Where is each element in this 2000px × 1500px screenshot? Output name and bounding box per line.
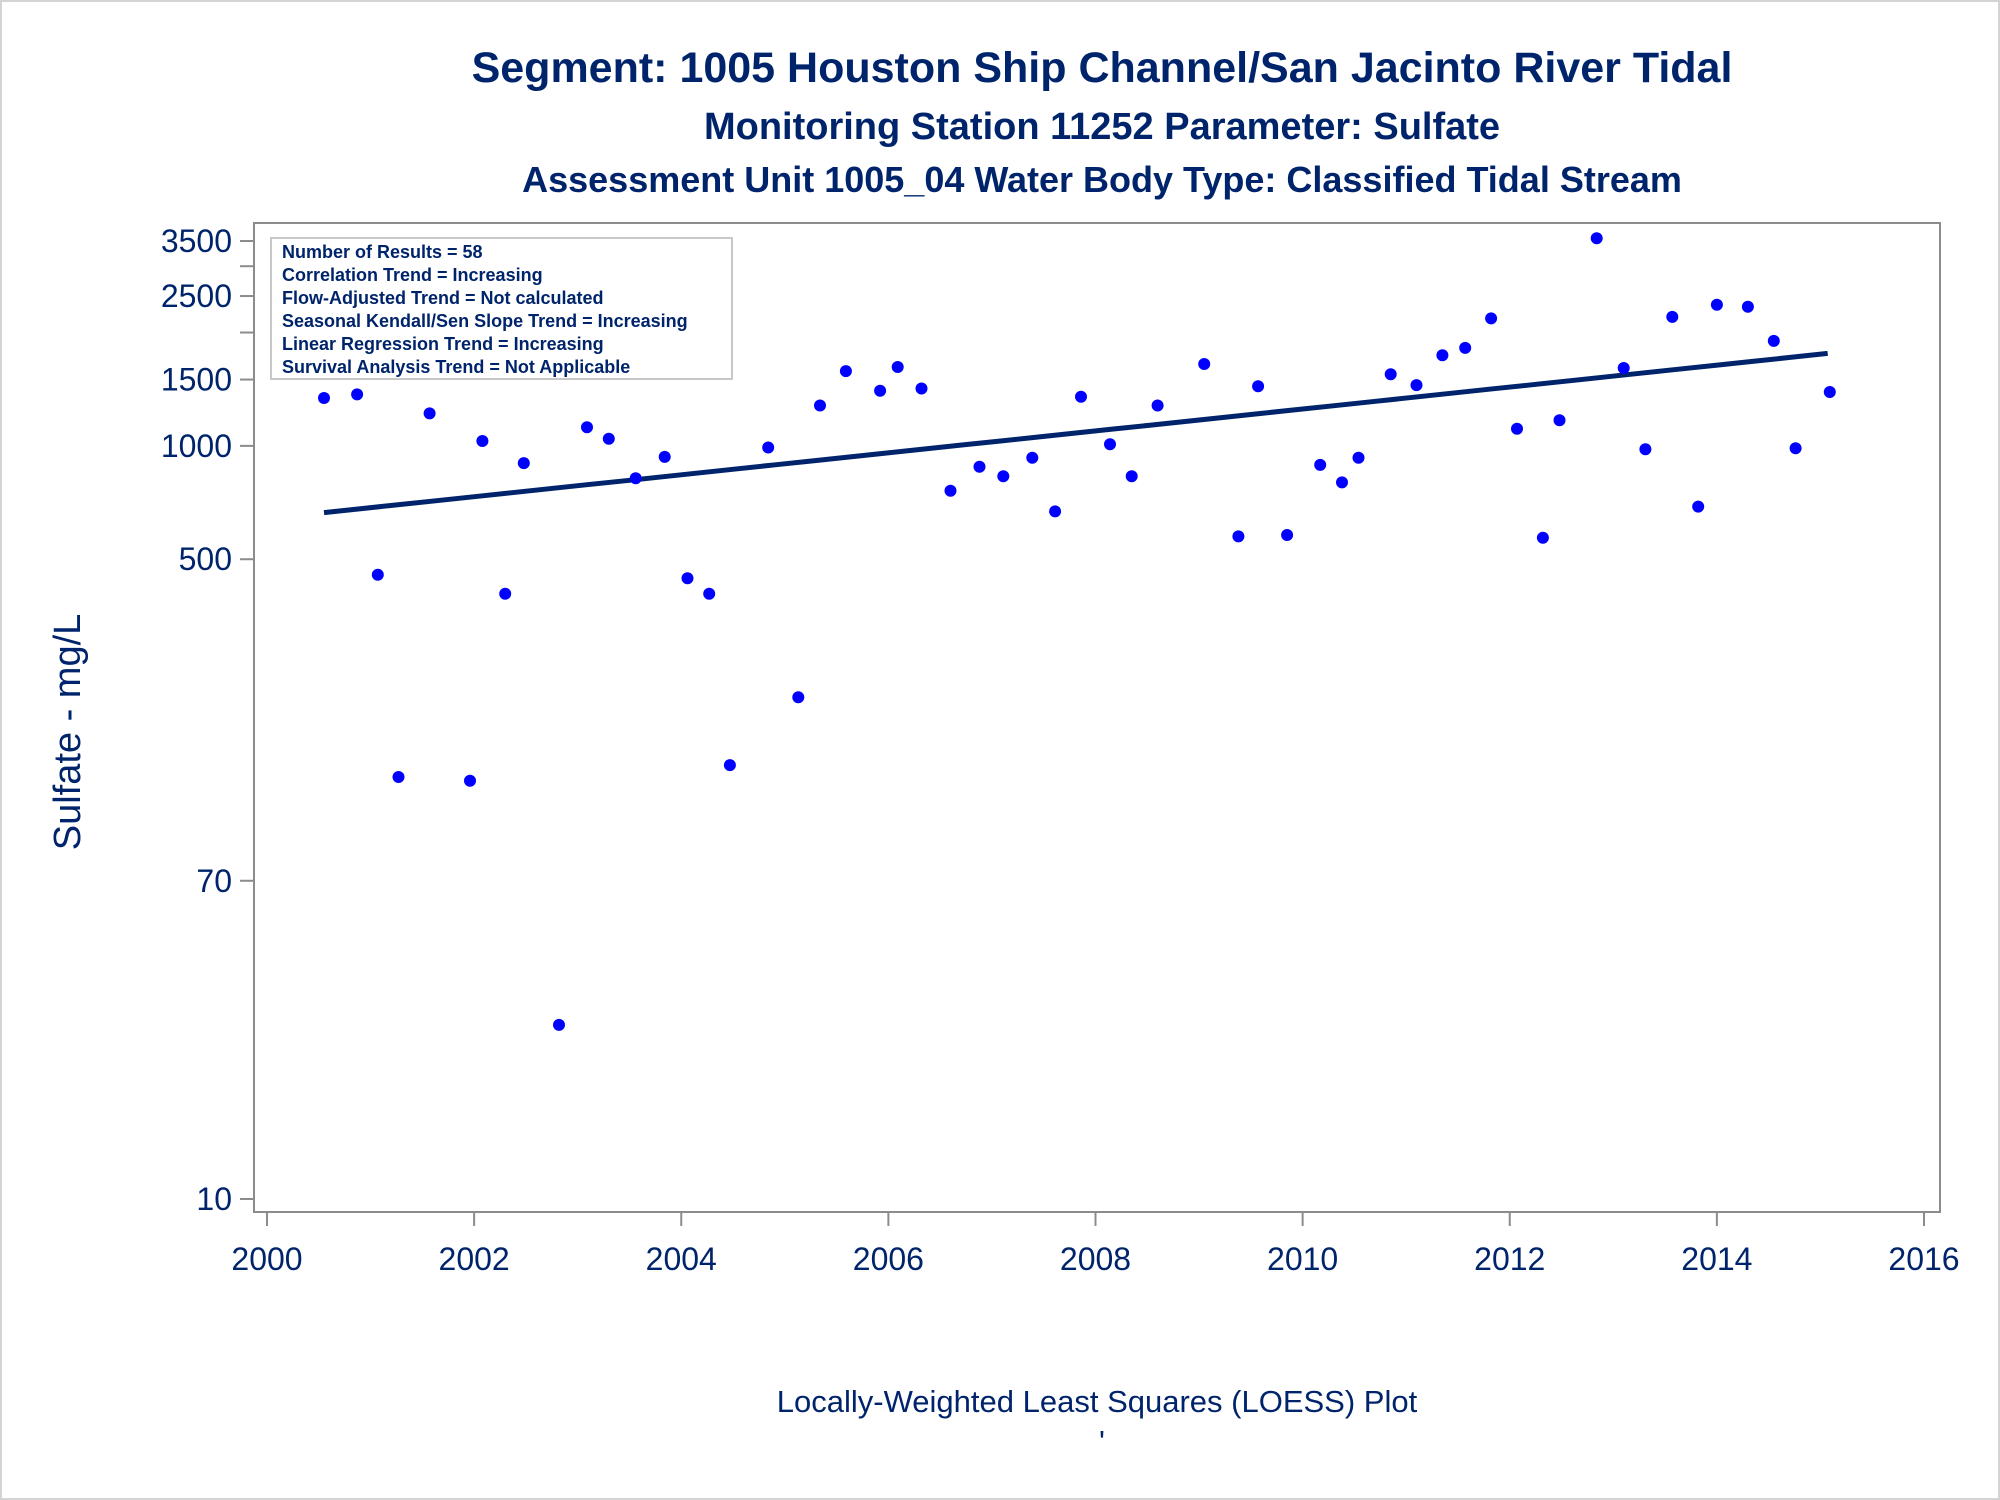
data-point — [1536, 531, 1549, 544]
data-point — [553, 1018, 565, 1031]
data-point — [681, 572, 694, 585]
x-tick-label: 2016 — [1888, 1241, 1959, 1277]
y-tick-label: 3500 — [161, 223, 232, 259]
chart-subtitle: Monitoring Station 11252 Parameter: Sulf… — [704, 106, 1500, 148]
data-point — [874, 384, 887, 397]
data-point — [1352, 451, 1365, 464]
x-tick-label: 2008 — [1060, 1241, 1131, 1277]
x-tick-label: 2006 — [853, 1241, 924, 1277]
data-point — [973, 460, 986, 473]
data-point — [581, 421, 593, 434]
data-point — [464, 774, 476, 787]
data-point — [1336, 476, 1348, 489]
data-point — [318, 392, 330, 404]
data-point — [1232, 530, 1245, 543]
data-point — [839, 365, 852, 378]
data-point — [499, 587, 512, 600]
y-tick-label: 1500 — [161, 362, 232, 398]
data-point — [1410, 379, 1423, 392]
data-point — [1049, 505, 1062, 518]
y-axis-label: Sulfate - mg/L — [47, 614, 89, 851]
data-point — [944, 484, 957, 497]
data-point — [1436, 349, 1449, 362]
data-point — [915, 382, 928, 395]
data-point — [1639, 443, 1652, 456]
trend-info-line: Flow-Adjusted Trend = Not calculated — [282, 288, 604, 308]
x-tick-label: 2010 — [1267, 1241, 1338, 1277]
data-point — [1151, 399, 1164, 412]
data-point — [997, 470, 1010, 483]
trend-info-line: Seasonal Kendall/Sen Slope Trend = Incre… — [282, 311, 688, 331]
y-tick-label: 10 — [196, 1181, 232, 1217]
chart-footnote: Locally-Weighted Least Squares (LOESS) P… — [777, 1384, 1418, 1419]
x-tick-label: 2000 — [231, 1241, 302, 1277]
data-point — [517, 457, 530, 470]
data-points — [318, 232, 1836, 1031]
trend-info-line: Survival Analysis Trend = Not Applicable — [282, 357, 630, 377]
y-tick-label: 70 — [196, 863, 232, 899]
trend-info-line: Linear Regression Trend = Increasing — [282, 334, 604, 354]
x-tick-label: 2002 — [439, 1241, 510, 1277]
data-point — [371, 568, 384, 581]
data-point — [1125, 470, 1138, 483]
x-tick-label: 2012 — [1474, 1241, 1545, 1277]
y-tick-label: 1000 — [161, 428, 232, 464]
data-point — [814, 399, 826, 412]
data-point — [1459, 341, 1472, 354]
data-point — [1767, 334, 1780, 347]
data-point — [423, 407, 436, 420]
y-tick-label: 500 — [179, 541, 232, 577]
chart-subtitle-2: Assessment Unit 1005_04 Water Body Type:… — [522, 159, 1682, 200]
trend-info-lines: Number of Results = 58 Correlation Trend … — [282, 242, 688, 377]
data-point — [658, 450, 671, 463]
data-point — [762, 441, 775, 454]
data-point — [1252, 380, 1265, 393]
data-point — [1823, 386, 1836, 398]
trend-info-box — [270, 237, 733, 380]
data-point — [1075, 390, 1087, 403]
data-point — [1692, 500, 1705, 513]
data-point — [723, 759, 736, 772]
data-point — [1281, 529, 1294, 541]
plot-area — [253, 222, 1941, 1213]
data-point — [1026, 451, 1039, 464]
data-point — [1710, 298, 1723, 311]
data-point — [1384, 368, 1397, 381]
footnote-mark: ' — [1099, 1424, 1105, 1459]
chart-title: Segment: 1005 Houston Ship Channel/San J… — [472, 44, 1733, 92]
data-point — [1198, 358, 1211, 370]
data-point — [891, 361, 904, 373]
data-point — [1741, 300, 1754, 313]
x-tick-label: 2014 — [1681, 1241, 1752, 1277]
trend-info-line: Correlation Trend = Increasing — [282, 265, 543, 285]
x-axis: 2000 2002 2004 2006 2008 2010 2012 2014 2016 — [231, 1212, 1960, 1277]
y-axis: 10 70 500 1000 1500 2500 3500 — [161, 223, 254, 1217]
data-point — [703, 587, 716, 600]
data-point — [392, 771, 405, 783]
data-point — [1511, 422, 1523, 435]
data-point — [1104, 438, 1116, 451]
data-point — [1485, 312, 1498, 325]
data-point — [792, 691, 805, 704]
data-point — [1314, 458, 1327, 471]
loess-trend-line — [323, 350, 1828, 516]
data-point — [1666, 310, 1679, 323]
data-point — [629, 472, 642, 485]
trend-info-line: Number of Results = 58 — [282, 242, 483, 262]
x-tick-label: 2004 — [646, 1241, 717, 1277]
data-point — [1617, 362, 1630, 374]
data-point — [476, 435, 489, 447]
data-point — [1590, 232, 1603, 245]
data-point — [351, 388, 364, 401]
data-point — [1553, 414, 1566, 427]
y-tick-label: 2500 — [161, 278, 232, 314]
data-point — [1789, 442, 1802, 455]
data-point — [602, 432, 615, 445]
